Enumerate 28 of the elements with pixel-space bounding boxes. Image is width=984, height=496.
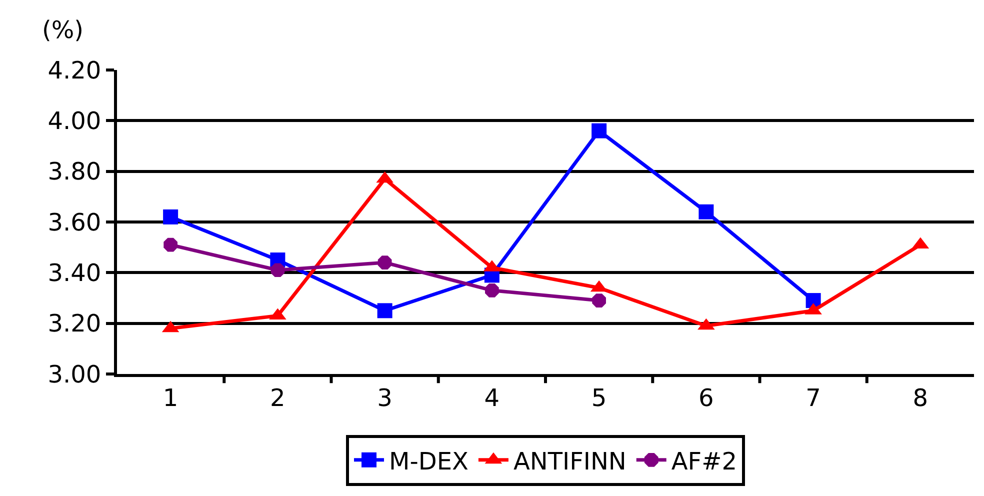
legend-label: AF#2 xyxy=(671,447,737,476)
point xyxy=(270,263,285,278)
x-tick-label: 6 xyxy=(698,384,714,412)
y-axis-title: (%) xyxy=(42,16,84,44)
point xyxy=(378,256,392,270)
point xyxy=(377,303,392,318)
point xyxy=(485,283,499,298)
legend-label: M-DEX xyxy=(389,447,468,476)
x-tick-label: 8 xyxy=(912,384,928,412)
y-tick-label: 3.80 xyxy=(48,158,102,186)
y-tick-label: 4.00 xyxy=(48,107,102,136)
point xyxy=(163,209,178,224)
x-tick-label: 1 xyxy=(162,384,178,412)
point xyxy=(698,204,714,220)
point xyxy=(164,238,178,252)
y-tick-label: 3.00 xyxy=(48,360,102,388)
x-tick-label: 2 xyxy=(270,384,286,412)
x-tick-label: 7 xyxy=(806,384,821,412)
y-tick-label: 3.20 xyxy=(48,310,102,338)
point xyxy=(592,123,607,138)
y-tick-label: 3.60 xyxy=(48,208,102,236)
y-tick-label: 3.40 xyxy=(48,259,102,288)
point xyxy=(592,294,606,308)
x-tick-label: 5 xyxy=(591,384,607,412)
legend-label: ANTIFINN xyxy=(513,447,626,476)
x-tick-label: 3 xyxy=(377,384,392,412)
x-tick-label: 4 xyxy=(484,384,500,412)
y-tick-label: 4.20 xyxy=(48,56,102,84)
